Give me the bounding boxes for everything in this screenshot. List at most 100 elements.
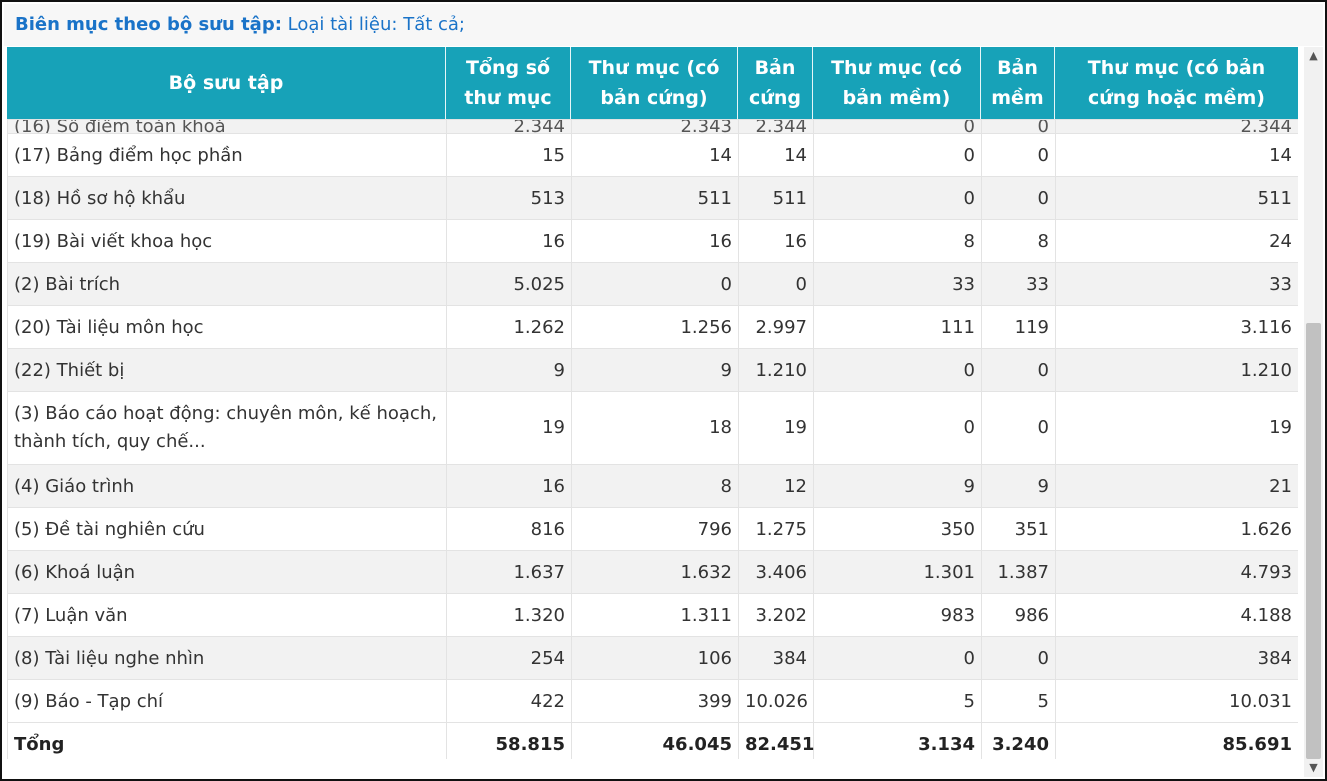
cell-hard-folders: 14 xyxy=(571,133,739,177)
cell-soft-folders: 111 xyxy=(813,305,982,349)
cell-name: (8) Tài liệu nghe nhìn xyxy=(7,636,447,680)
cell-hard-folders: 1.632 xyxy=(571,550,739,594)
cell-any-folders: 384 xyxy=(1055,636,1298,680)
cell-hard-folders: 8 xyxy=(571,464,739,508)
cell-hard-copies: 3.406 xyxy=(738,550,814,594)
total-label: Tổng xyxy=(7,722,447,759)
cell-total: 9 xyxy=(446,348,572,392)
cell-any-folders: 4.793 xyxy=(1055,550,1298,594)
cell-hard-folders: 511 xyxy=(571,176,739,220)
cell-any-folders: 33 xyxy=(1055,262,1298,306)
cell-name: (17) Bảng điểm học phần xyxy=(7,133,447,177)
cell-any-folders: 1.210 xyxy=(1055,348,1298,392)
total-cell: 3.134 xyxy=(813,722,982,759)
cell-name: (19) Bài viết khoa học xyxy=(7,219,447,263)
cell-hard-copies: 19 xyxy=(738,391,814,465)
total-cell: 58.815 xyxy=(446,722,572,759)
cell-soft-folders: 350 xyxy=(813,507,982,551)
cell-soft-copies: 0 xyxy=(981,391,1056,465)
cell-soft-copies: 0 xyxy=(981,176,1056,220)
cell-total: 16 xyxy=(446,219,572,263)
table-row: (20) Tài liệu môn học 1.262 1.256 2.997 111 1… xyxy=(7,305,1298,349)
cell-soft-copies: 986 xyxy=(981,593,1056,637)
cell-soft-copies: 0 xyxy=(981,348,1056,392)
cell-hard-copies: 1.210 xyxy=(738,348,814,392)
total-cell: 46.045 xyxy=(571,722,739,759)
cell-soft-copies: 9 xyxy=(981,464,1056,508)
scrollbar-thumb[interactable] xyxy=(1306,323,1321,759)
cell-total: 254 xyxy=(446,636,572,680)
cell-soft-folders: 5 xyxy=(813,679,982,723)
cell-any-folders: 14 xyxy=(1055,133,1298,177)
table-body: (17) Bảng điểm học phần 15 14 14 0 0 14 (18) Hồ… xyxy=(7,133,1298,723)
cell-total: 1.262 xyxy=(446,305,572,349)
cell-any-folders: 511 xyxy=(1055,176,1298,220)
cell-soft-folders: 983 xyxy=(813,593,982,637)
cell-name: (18) Hồ sơ hộ khẩu xyxy=(7,176,447,220)
cell-hard-folders: 1.311 xyxy=(571,593,739,637)
header-collection[interactable]: Bộ sưu tập xyxy=(7,47,446,119)
total-cell: 82.451 xyxy=(738,722,814,759)
title-filter: Loại tài liệu: Tất cả; xyxy=(287,14,465,35)
scroll-down-icon[interactable]: ▼ xyxy=(1309,761,1318,774)
cell-total: 16 xyxy=(446,464,572,508)
cell-hard-copies: 16 xyxy=(738,219,814,263)
cell-soft-folders: 0 xyxy=(813,133,982,177)
cell-soft-copies: 0 xyxy=(981,636,1056,680)
total-cell: 85.691 xyxy=(1055,722,1298,759)
table-row: (3) Báo cáo hoạt động: chuyên môn, kế ho… xyxy=(7,391,1298,465)
cell-name: (20) Tài liệu môn học xyxy=(7,305,447,349)
cell-any-folders: 10.031 xyxy=(1055,679,1298,723)
cell-soft-copies: 119 xyxy=(981,305,1056,349)
cell-any-folders: 19 xyxy=(1055,391,1298,465)
cell-hard-copies: 12 xyxy=(738,464,814,508)
panel-title: Biên mục theo bộ sưu tập: Loại tài liệu:… xyxy=(4,4,1323,46)
cell-hard-copies: 3.202 xyxy=(738,593,814,637)
cell-hard-copies: 2.997 xyxy=(738,305,814,349)
cell-soft-folders: 1.301 xyxy=(813,550,982,594)
header-soft-folders[interactable]: Thư mục (có bản mềm) xyxy=(813,47,981,119)
table-row: (5) Đề tài nghiên cứu 816 796 1.275 350 351 1.… xyxy=(7,507,1298,551)
cell-name: (3) Báo cáo hoạt động: chuyên môn, kế ho… xyxy=(7,391,447,465)
cell-hard-copies: 0 xyxy=(738,262,814,306)
cell-any-folders: 2.344 xyxy=(1055,119,1298,134)
header-hard-copies[interactable]: Bản cứng xyxy=(738,47,813,119)
cell-total: 5.025 xyxy=(446,262,572,306)
cell-total: 1.320 xyxy=(446,593,572,637)
cell-soft-folders: 0 xyxy=(813,391,982,465)
cell-soft-copies: 0 xyxy=(981,119,1056,134)
cell-soft-folders: 0 xyxy=(813,636,982,680)
cell-hard-folders: 399 xyxy=(571,679,739,723)
cell-hard-folders: 0 xyxy=(571,262,739,306)
header-any-folders[interactable]: Thư mục (có bản cứng hoặc mềm) xyxy=(1087,57,1266,109)
cell-soft-copies: 1.387 xyxy=(981,550,1056,594)
cell-soft-folders: 0 xyxy=(813,176,982,220)
table-header: Bộ sưu tập Tổng số thư mục Thư mục (có b… xyxy=(7,47,1298,119)
table-row: (2) Bài trích 5.025 0 0 33 33 33 xyxy=(7,262,1298,306)
header-soft-copies[interactable]: Bản mềm xyxy=(981,47,1055,119)
scroll-up-icon[interactable]: ▲ xyxy=(1309,49,1318,62)
table-row: (4) Giáo trình 16 8 12 9 9 21 xyxy=(7,464,1298,508)
total-row: Tổng 58.815 46.045 82.451 3.134 3.240 85… xyxy=(7,722,1298,759)
cell-hard-copies: 1.275 xyxy=(738,507,814,551)
cell-hard-copies: 14 xyxy=(738,133,814,177)
cell-any-folders: 21 xyxy=(1055,464,1298,508)
cell-total: 2.344 xyxy=(446,119,572,134)
header-total-folders[interactable]: Tổng số thư mục xyxy=(446,47,571,119)
vertical-scrollbar[interactable]: ▲ ▼ xyxy=(1304,47,1323,777)
cell-total: 513 xyxy=(446,176,572,220)
cell-any-folders: 3.116 xyxy=(1055,305,1298,349)
table-viewport[interactable]: (16) Sổ điểm toàn khoá 2.344 2.343 2.344… xyxy=(7,47,1298,759)
header-hard-folders[interactable]: Thư mục (có bản cứng) xyxy=(571,47,738,119)
cell-hard-folders: 16 xyxy=(571,219,739,263)
cell-soft-folders: 9 xyxy=(813,464,982,508)
cell-soft-folders: 8 xyxy=(813,219,982,263)
cell-total: 1.637 xyxy=(446,550,572,594)
cell-soft-copies: 33 xyxy=(981,262,1056,306)
cell-soft-folders: 0 xyxy=(813,348,982,392)
cell-name: (6) Khoá luận xyxy=(7,550,447,594)
table-row: (22) Thiết bị 9 9 1.210 0 0 1.210 xyxy=(7,348,1298,392)
cell-any-folders: 24 xyxy=(1055,219,1298,263)
collection-table: (16) Sổ điểm toàn khoá 2.344 2.343 2.344… xyxy=(7,47,1298,759)
cell-hard-folders: 106 xyxy=(571,636,739,680)
